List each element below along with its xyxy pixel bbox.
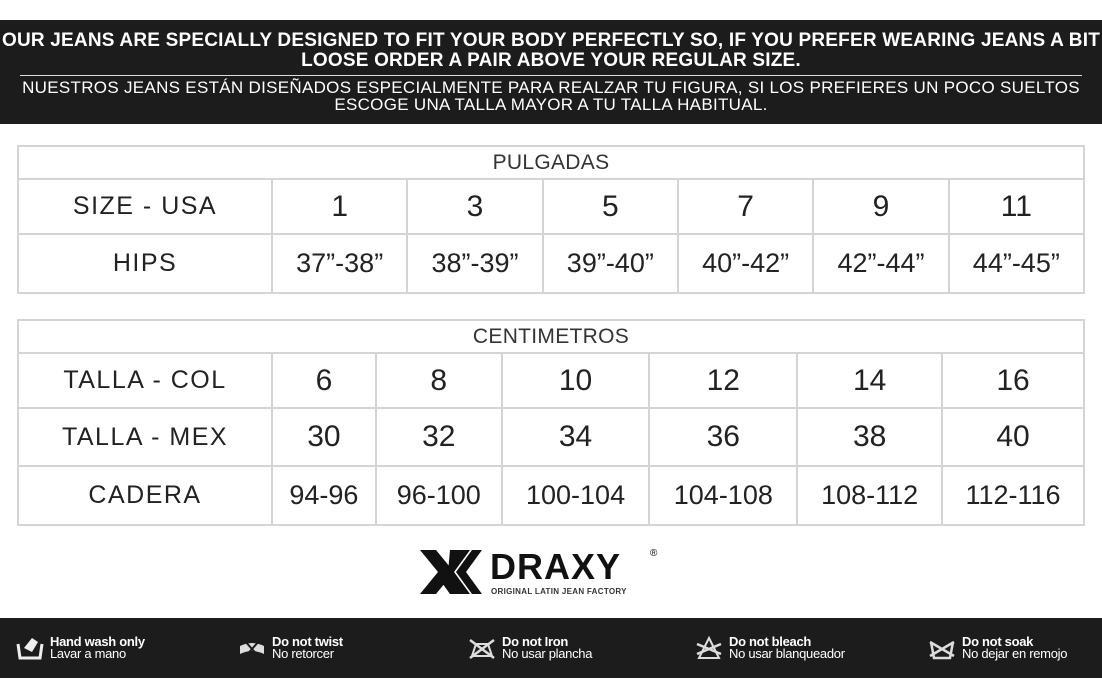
cell: 42”-44” xyxy=(812,233,950,294)
care-label-en: Do not Iron xyxy=(502,634,569,649)
table-row: HIPS 37”-38” 38”-39” 39”-40” 40”-42” 42”… xyxy=(17,233,1086,294)
registered-mark: ® xyxy=(650,548,658,559)
brand-logo: DRAXY ® ORIGINAL LATIN JEAN FACTORY xyxy=(420,546,665,600)
cell: 36 xyxy=(648,407,799,467)
cell: 44”-45” xyxy=(947,233,1086,294)
cell: 40 xyxy=(941,407,1085,467)
care-label-es: No usar blanqueador xyxy=(729,646,845,661)
cell: 94-96 xyxy=(271,465,377,526)
cell: 38”-39” xyxy=(406,233,544,294)
care-label-es: No retorcer xyxy=(272,646,334,661)
cell: 12 xyxy=(648,352,799,409)
cm-size-table: CENTIMETROS TALLA - COL 6 8 10 12 14 16 … xyxy=(17,319,1085,526)
cell: 34 xyxy=(500,407,651,467)
cell: 11 xyxy=(947,178,1086,235)
cell: 6 xyxy=(271,352,377,409)
cell: 96-100 xyxy=(374,465,503,526)
brand-tagline: ORIGINAL LATIN JEAN FACTORY xyxy=(491,587,627,596)
table-row: TALLA - MEX 30 32 34 36 38 40 xyxy=(17,407,1085,467)
care-label-en: Do not bleach xyxy=(729,634,812,649)
care-label-en: Do not twist xyxy=(272,634,343,649)
care-item-no-soak: Do not soak No dejar en remojo xyxy=(928,634,1068,661)
care-label-en: Do not soak xyxy=(962,634,1034,649)
cell: 16 xyxy=(941,352,1085,409)
cell: 39”-40” xyxy=(541,233,679,294)
brand-name: DRAXY xyxy=(490,546,622,587)
cell: 9 xyxy=(812,178,950,235)
cell: 3 xyxy=(406,178,544,235)
row-label: CADERA xyxy=(17,465,273,526)
cell: 8 xyxy=(374,352,503,409)
care-label-es: Lavar a mano xyxy=(50,646,126,661)
inches-size-table: PULGADAS SIZE - USA 1 3 5 7 9 11 HIPS 37… xyxy=(17,145,1086,294)
cell: 112-116 xyxy=(941,465,1085,526)
cell: 108-112 xyxy=(796,465,944,526)
cell: 7 xyxy=(676,178,815,235)
care-instructions-bar: Hand wash only Lavar a mano Do not twist N… xyxy=(0,618,1102,678)
row-label: TALLA - COL xyxy=(17,352,273,409)
care-label-en: Hand wash only xyxy=(50,634,145,649)
care-item-no-bleach: Do not bleach No usar blanqueador xyxy=(695,634,845,661)
cell: 37”-38” xyxy=(270,233,409,294)
notice-english: OUR JEANS ARE SPECIALLY DESIGNED TO FIT … xyxy=(1,30,1100,71)
cell: 5 xyxy=(541,178,679,235)
no-bleach-icon xyxy=(696,636,722,659)
table-title: CENTIMETROS xyxy=(17,319,1085,354)
cell: 38 xyxy=(796,407,944,467)
table-row: SIZE - USA 1 3 5 7 9 11 xyxy=(17,178,1086,235)
cell: 104-108 xyxy=(648,465,799,526)
cell: 1 xyxy=(270,178,409,235)
table-title: PULGADAS xyxy=(17,145,1085,180)
cell: 14 xyxy=(796,352,944,409)
cell: 32 xyxy=(374,407,503,467)
row-label: SIZE - USA xyxy=(17,178,273,235)
cell: 10 xyxy=(500,352,651,409)
care-item-no-twist: Do not twist No retorcer xyxy=(238,634,343,661)
care-item-hand-wash: Hand wash only Lavar a mano xyxy=(16,634,145,661)
notice-spanish: NUESTROS JEANS ESTÁN DISEÑADOS ESPECIALM… xyxy=(22,78,1080,114)
cell: 100-104 xyxy=(500,465,651,526)
care-label-es: No dejar en remojo xyxy=(962,646,1068,661)
notice-banner: OUR JEANS ARE SPECIALLY DESIGNED TO FIT … xyxy=(0,20,1102,124)
no-iron-icon xyxy=(469,639,495,659)
cell: 40”-42” xyxy=(676,233,815,294)
row-label: HIPS xyxy=(17,233,273,294)
care-item-no-iron: Do not Iron No usar plancha xyxy=(468,634,593,661)
cell: 30 xyxy=(271,407,377,467)
no-soak-icon xyxy=(929,640,955,660)
hand-wash-icon xyxy=(16,638,44,660)
divider xyxy=(20,75,1082,76)
care-label-es: No usar plancha xyxy=(502,646,593,661)
x-logo-icon xyxy=(420,550,482,594)
no-twist-icon xyxy=(240,639,264,659)
table-row: TALLA - COL 6 8 10 12 14 16 xyxy=(17,352,1085,409)
row-label: TALLA - MEX xyxy=(17,407,273,467)
table-row: CADERA 94-96 96-100 100-104 104-108 108-… xyxy=(17,465,1085,526)
